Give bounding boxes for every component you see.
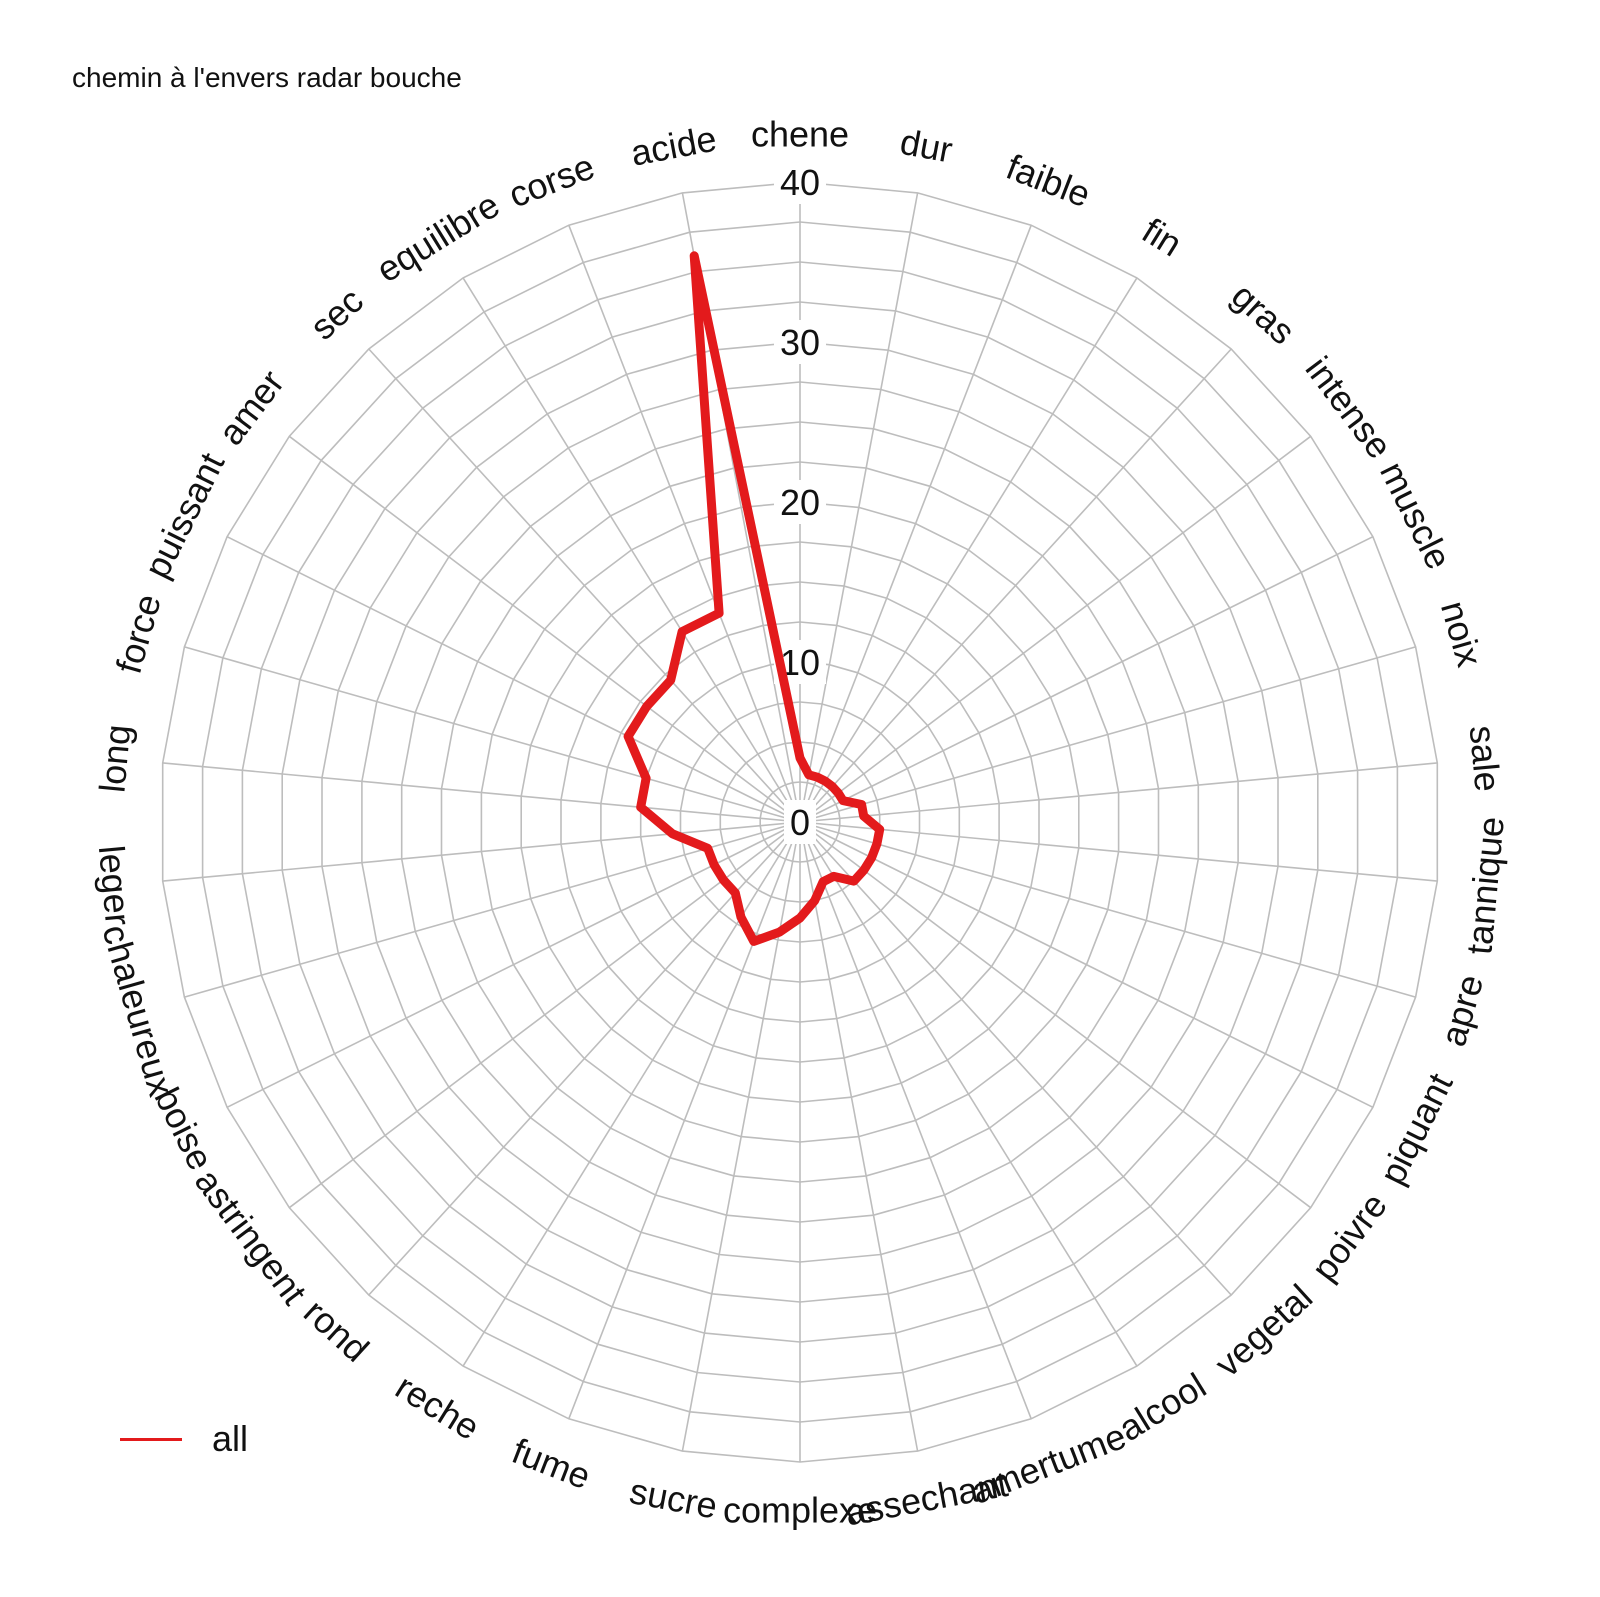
category-label: puissant — [136, 446, 232, 584]
tick-label-bg — [774, 480, 826, 524]
axis-spoke — [368, 821, 801, 1296]
axis-spoke — [462, 277, 801, 823]
category-label: fume — [507, 1430, 596, 1497]
category-label: fin — [1135, 210, 1189, 265]
axis-spoke — [799, 821, 1232, 1296]
axis-spoke — [799, 821, 1438, 882]
legend: all — [120, 1418, 248, 1460]
category-label: equilibre — [369, 184, 506, 290]
axis-spoke — [799, 821, 1374, 1109]
axis-spoke — [799, 821, 1138, 1367]
radar-axes — [162, 182, 1438, 1462]
category-label: amer — [210, 362, 292, 452]
axis-spoke — [568, 821, 801, 1420]
category-label: leger — [91, 844, 139, 928]
radial-tick-label: 0 — [790, 802, 810, 843]
category-label: poivre — [1303, 1185, 1395, 1288]
axis-spoke — [368, 348, 801, 823]
axis-spoke — [799, 821, 919, 1452]
category-label: sec — [302, 280, 371, 348]
category-label: gras — [1224, 275, 1303, 352]
radial-tick-label: 30 — [780, 322, 820, 363]
category-label: muscle — [1372, 455, 1460, 575]
axis-spoke — [799, 348, 1232, 823]
axis-spoke — [184, 646, 801, 823]
category-label: alcool — [1111, 1365, 1213, 1449]
category-label: dur — [897, 121, 956, 171]
axis-spoke — [226, 821, 801, 1109]
category-label: rond — [296, 1291, 377, 1370]
category-label: chaleureux — [94, 920, 182, 1101]
chart-title: chemin à l'envers radar bouche — [72, 62, 462, 93]
axis-spoke — [162, 821, 801, 882]
axis-spoke — [799, 277, 1138, 823]
category-label: apre — [1432, 970, 1491, 1051]
category-label: long — [91, 723, 138, 795]
category-label: noix — [1433, 596, 1491, 671]
axis-spoke — [162, 762, 801, 823]
category-label: corse — [503, 145, 600, 215]
axis-spoke — [184, 821, 801, 998]
series-layer — [623, 251, 885, 946]
tick-label-bg — [774, 320, 826, 364]
axis-spoke — [799, 646, 1416, 823]
category-label: faible — [1001, 146, 1096, 215]
radial-tick-label: 20 — [780, 482, 820, 523]
category-label: intense — [1298, 349, 1401, 466]
axis-spoke — [288, 435, 801, 823]
axis-spoke — [288, 821, 801, 1209]
category-label: complexe — [723, 1490, 877, 1531]
category-label: force — [108, 590, 169, 678]
series-line-all — [623, 251, 885, 946]
axis-spoke — [799, 821, 1416, 998]
axis-spoke — [799, 821, 1032, 1420]
category-label: vegetal — [1207, 1276, 1320, 1385]
axis-spoke — [799, 192, 919, 823]
category-label: sale — [1462, 724, 1509, 794]
tick-label-bg — [784, 800, 816, 844]
category-label: reche — [389, 1366, 487, 1448]
category-label: sucre — [627, 1470, 721, 1526]
axis-spoke — [568, 224, 801, 823]
category-label: tannique — [1458, 815, 1512, 956]
axis-spoke — [226, 535, 801, 823]
axis-spoke — [799, 762, 1438, 823]
axis-spoke — [799, 435, 1312, 823]
axis-spoke — [799, 535, 1374, 823]
axis-spoke — [799, 821, 1312, 1209]
legend-label-all: all — [212, 1418, 249, 1459]
legend-swatch-all — [120, 1437, 182, 1441]
category-label: chene — [751, 114, 849, 155]
category-label: piquant — [1371, 1067, 1460, 1191]
radial-tick-label: 40 — [780, 162, 820, 203]
category-label: astringent — [187, 1161, 315, 1312]
axis-spoke — [799, 224, 1032, 823]
category-label: acide — [628, 118, 720, 174]
tick-label-bg — [774, 160, 826, 204]
